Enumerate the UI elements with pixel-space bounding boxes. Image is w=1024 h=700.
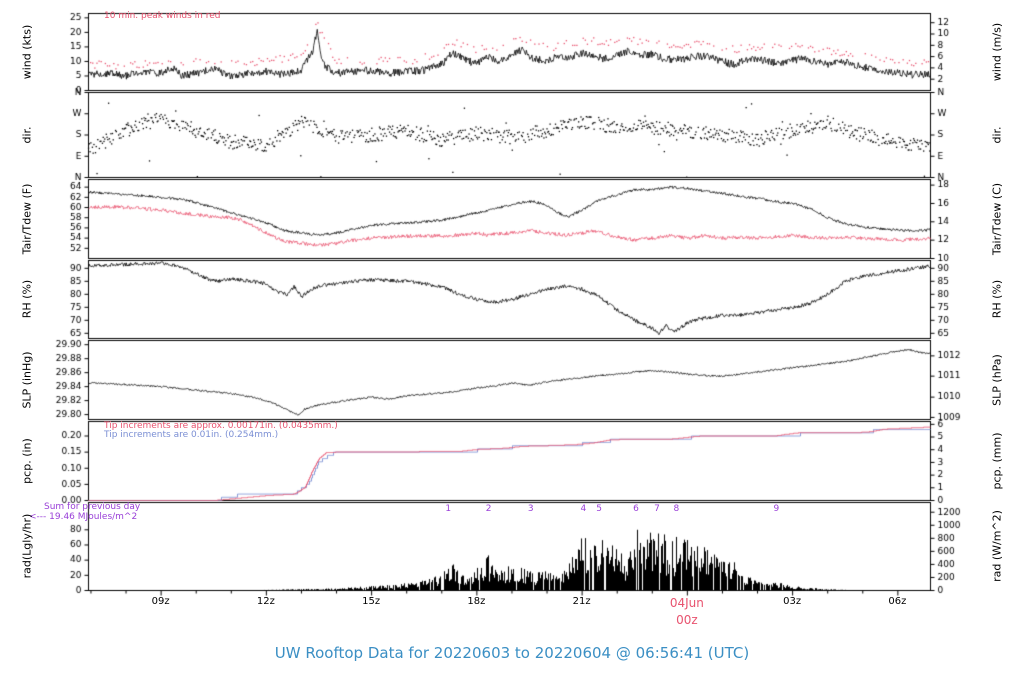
y-axis-title-left-sea_level_pressure: SLP (inHg) [20,350,34,409]
pcp-tip-note-blue: Tip increments are 0.01in. (0.254mm.) [104,430,279,440]
y-axis-title-left-radiation: rad(Lgly/hr) [20,513,34,579]
rad-sum-note-line1: Sum for previous day [44,502,141,512]
x-tick-label-09z: 09z [151,596,170,607]
rad-hour-marker-9: 9 [773,504,780,514]
x-tick-label-04Jun: 04Jun [669,596,704,610]
chart-title: UW Rooftop Data for 20220603 to 20220604… [274,644,750,662]
rad-hour-marker-1: 1 [445,504,452,514]
y-axis-title-right-temperature: Tair/Tdew (C) [990,182,1004,255]
x-tick-label-12z: 12z [256,596,275,607]
x-tick-label-21z: 21z [572,596,591,607]
rad-hour-marker-2: 2 [485,504,492,514]
pcp-tip-note-red: Tip increments are approx. 0.00171in. (0… [104,421,338,431]
x-tick-label-15z: 15z [362,596,381,607]
rad-sum-note-line2: <--- 19.46 MJoules/m^2 [29,512,138,522]
y-axis-title-left-relative_humidity: RH (%) [20,279,34,319]
x-tick-label-03z: 03z [783,596,802,607]
y-axis-title-left-wind: wind (kts) [20,24,34,79]
y-axis-title-left-temperature: Tair/Tdew (F) [20,183,34,254]
rad-hour-marker-4: 4 [580,504,587,514]
y-axis-title-right-precipitation: pcp. (mm) [990,431,1004,490]
y-axis-title-right-direction: dir. [990,125,1004,144]
y-axis-title-right-relative_humidity: RH (%) [990,279,1004,319]
y-axis-title-right-wind: wind (m/s) [990,22,1004,81]
rad-hour-marker-5: 5 [596,504,603,514]
rad-hour-marker-6: 6 [633,504,639,514]
x-tick-label-06z: 06z [888,596,907,607]
y-axis-title-right-radiation: rad (W/m^2) [990,510,1004,582]
rad-hour-marker-7: 7 [654,504,660,514]
rad-hour-marker-3: 3 [527,504,534,514]
y-axis-title-left-direction: dir. [20,125,34,144]
rad-hour-marker-8: 8 [673,504,680,514]
x-tick-label-00z: 00z [676,613,698,627]
wind-peak-note: 10 min. peak winds in red [104,11,221,21]
x-tick-label-18z: 18z [467,596,486,607]
y-axis-title-right-sea_level_pressure: SLP (hPa) [990,353,1004,406]
y-axis-title-left-precipitation: pcp. (in) [20,437,34,484]
